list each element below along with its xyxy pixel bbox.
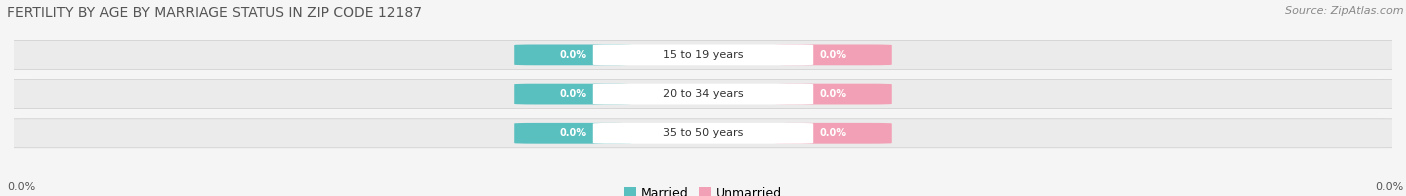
Text: 0.0%: 0.0%	[820, 89, 846, 99]
FancyBboxPatch shape	[593, 44, 813, 65]
Text: 0.0%: 0.0%	[820, 50, 846, 60]
FancyBboxPatch shape	[0, 80, 1406, 109]
FancyBboxPatch shape	[515, 123, 631, 144]
FancyBboxPatch shape	[515, 84, 631, 104]
Text: 0.0%: 0.0%	[1375, 182, 1403, 192]
FancyBboxPatch shape	[0, 119, 1406, 148]
Text: 0.0%: 0.0%	[560, 50, 586, 60]
Text: 20 to 34 years: 20 to 34 years	[662, 89, 744, 99]
FancyBboxPatch shape	[775, 84, 891, 104]
Text: 0.0%: 0.0%	[7, 182, 35, 192]
Text: 15 to 19 years: 15 to 19 years	[662, 50, 744, 60]
Legend: Married, Unmarried: Married, Unmarried	[624, 187, 782, 196]
Text: 35 to 50 years: 35 to 50 years	[662, 128, 744, 138]
FancyBboxPatch shape	[775, 123, 891, 144]
FancyBboxPatch shape	[593, 123, 813, 144]
FancyBboxPatch shape	[775, 44, 891, 65]
Text: 0.0%: 0.0%	[560, 89, 586, 99]
FancyBboxPatch shape	[0, 40, 1406, 69]
Text: 0.0%: 0.0%	[820, 128, 846, 138]
FancyBboxPatch shape	[593, 84, 813, 104]
FancyBboxPatch shape	[515, 44, 631, 65]
Text: FERTILITY BY AGE BY MARRIAGE STATUS IN ZIP CODE 12187: FERTILITY BY AGE BY MARRIAGE STATUS IN Z…	[7, 6, 422, 20]
Text: 0.0%: 0.0%	[560, 128, 586, 138]
Text: Source: ZipAtlas.com: Source: ZipAtlas.com	[1285, 6, 1403, 16]
